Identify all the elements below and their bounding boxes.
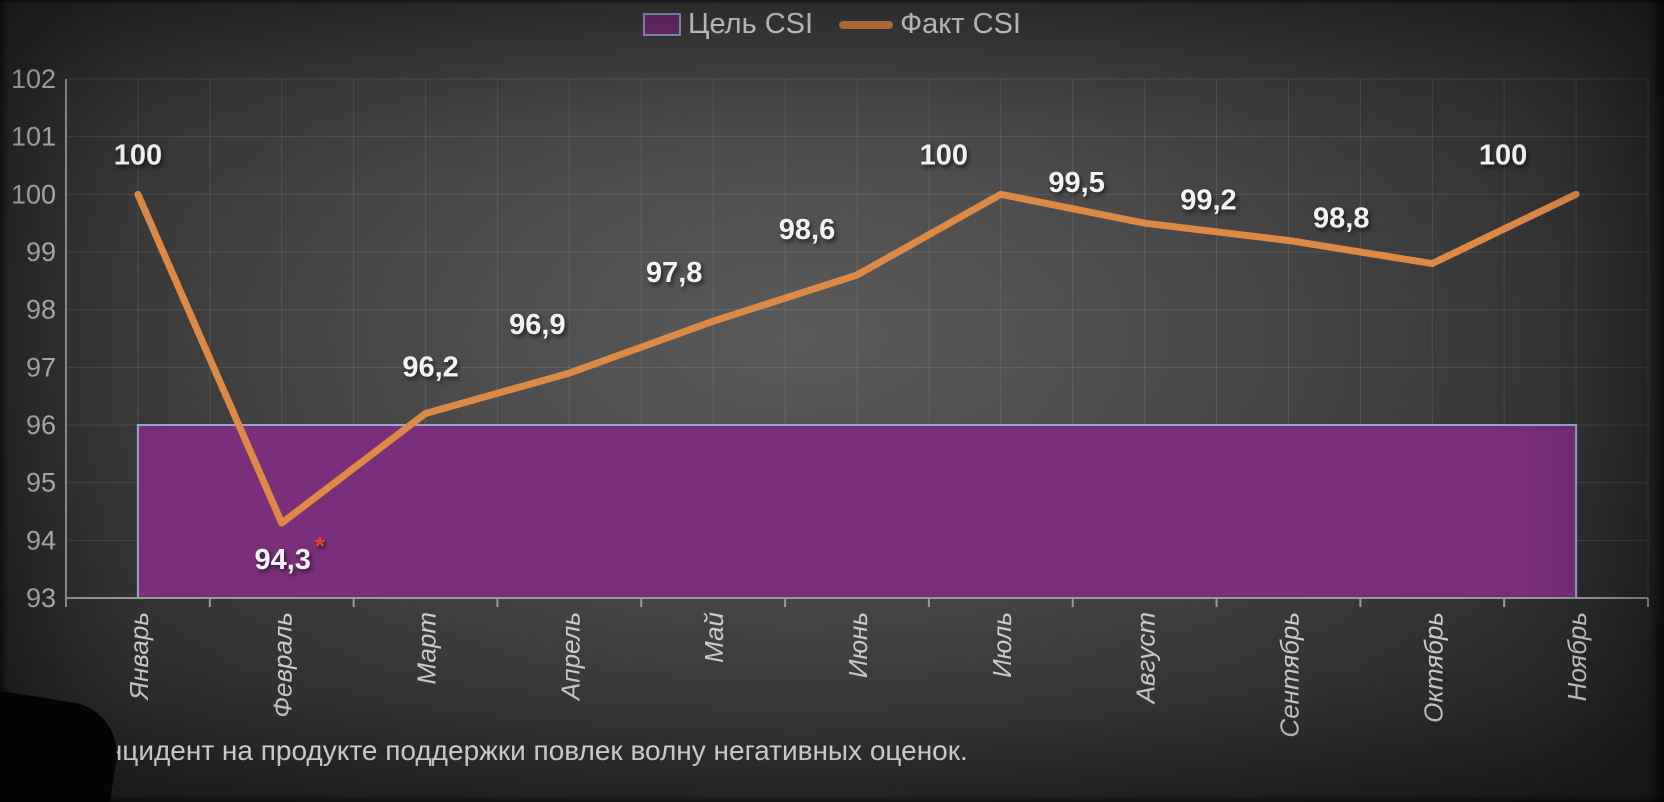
- svg-text:96,9: 96,9: [509, 309, 565, 341]
- svg-text:98,8: 98,8: [1313, 203, 1369, 235]
- frame-edge-top: [0, 0, 1664, 4]
- svg-text:99,5: 99,5: [1048, 167, 1104, 199]
- svg-text:95: 95: [26, 468, 56, 498]
- svg-text:Февраль: Февраль: [268, 612, 298, 718]
- svg-text:93: 93: [26, 583, 56, 613]
- svg-text:100: 100: [920, 139, 968, 171]
- svg-text:Ноябрь: Ноябрь: [1562, 612, 1592, 701]
- frame-edge-bottom: [0, 795, 1664, 802]
- svg-text:94: 94: [26, 525, 56, 555]
- legend-fact-label: Факт CSI: [900, 8, 1021, 40]
- svg-text:102: 102: [11, 64, 56, 94]
- frame-edge-left: [0, 0, 9, 802]
- data-labels: 100 94,3 * 96,2 96,9 97,8 98,6 100 99,5 99,2 98,8 1…: [114, 139, 1528, 576]
- svg-text:Январь: Январь: [124, 612, 154, 702]
- legend-item-target: Цель CSI: [643, 8, 813, 41]
- svg-text:97: 97: [26, 352, 56, 382]
- target-band: [136, 424, 1578, 599]
- svg-text:Август: Август: [1131, 612, 1161, 705]
- x-axis-labels: Январь Февраль Март Апрель Май Июнь Июль Август…: [124, 612, 1592, 738]
- svg-text:98: 98: [26, 295, 56, 325]
- footnote-text: Инцидент на продукте поддержки повлек во…: [86, 735, 968, 766]
- fact-line: [134, 190, 1580, 527]
- svg-text:100: 100: [1479, 139, 1527, 171]
- svg-text:99: 99: [26, 237, 56, 267]
- svg-text:96,2: 96,2: [402, 351, 458, 383]
- svg-text:Июль: Июль: [987, 612, 1017, 678]
- legend-item-fact: Факт CSI: [839, 8, 1021, 41]
- footnote: * Инцидент на продукте поддержки повлек …: [64, 730, 968, 769]
- svg-text:101: 101: [11, 122, 56, 152]
- svg-text:Май: Май: [699, 612, 729, 663]
- chart-legend: Цель CSI Факт CSI: [0, 8, 1664, 41]
- svg-text:Март: Март: [412, 612, 442, 685]
- svg-text:Июнь: Июнь: [843, 612, 873, 678]
- y-axis-labels: 93 94 95 96 97 98 99 100 101 102: [11, 64, 56, 613]
- svg-text:100: 100: [114, 139, 162, 171]
- svg-text:Апрель: Апрель: [555, 612, 585, 702]
- svg-text:100: 100: [11, 179, 56, 209]
- svg-text:94,3*: 94,3 *: [254, 531, 325, 576]
- svg-text:Октябрь: Октябрь: [1418, 612, 1448, 723]
- svg-text:96: 96: [26, 410, 56, 440]
- fact-swatch-icon: [839, 20, 894, 29]
- svg-text:99,2: 99,2: [1180, 184, 1236, 216]
- svg-text:97,8: 97,8: [646, 257, 702, 289]
- legend-target-label: Цель CSI: [688, 8, 814, 40]
- frame-edge-right: [1648, 0, 1664, 802]
- svg-text:98,6: 98,6: [779, 214, 835, 246]
- target-swatch-icon: [643, 13, 682, 36]
- svg-text:Сентябрь: Сентябрь: [1274, 612, 1304, 738]
